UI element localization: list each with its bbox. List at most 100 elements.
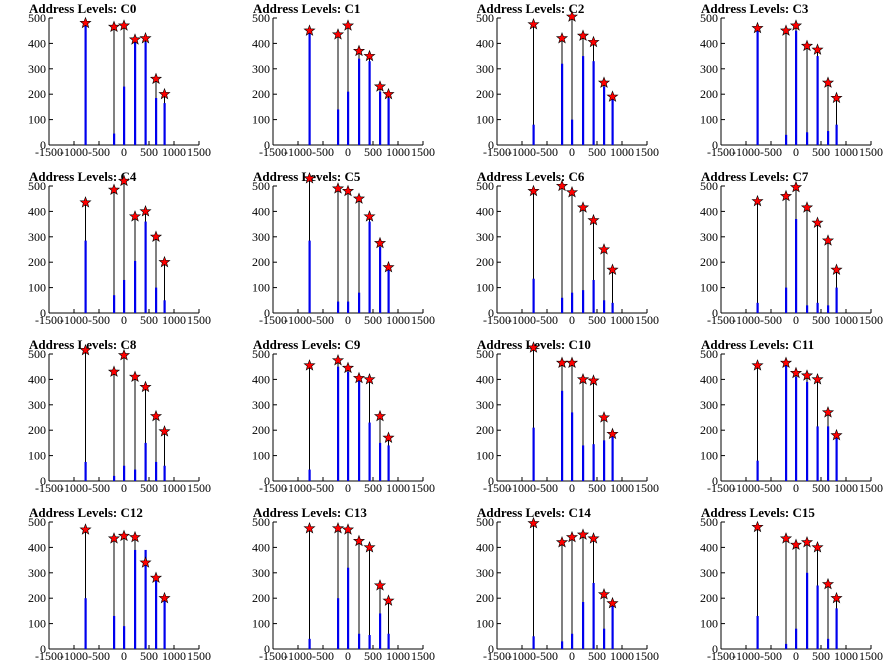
x-tick-label: 1000: [610, 313, 634, 327]
y-tick-label: 500: [252, 11, 270, 25]
overlay-bar: [123, 86, 126, 145]
x-tick-label: -1500: [483, 649, 511, 663]
x-tick-label: 0: [569, 649, 575, 663]
chart-panel: Address Levels: C14 0 100 200 300 400 500 -1500…: [452, 504, 676, 672]
overlay-bar: [387, 445, 390, 481]
peak-star-marker: [149, 409, 163, 422]
y-tick-label: 200: [700, 87, 718, 101]
peak-star-marker: [800, 369, 814, 381]
overlay-bar: [835, 124, 838, 145]
x-tick-label: -1500: [483, 145, 511, 159]
overlay-bar: [571, 633, 574, 649]
x-tick-label: 1500: [187, 145, 211, 159]
y-tick-label: 500: [700, 515, 718, 529]
x-tick-label: 0: [793, 481, 799, 495]
overlay-bar: [358, 292, 361, 313]
x-tick-label: 0: [121, 313, 127, 327]
x-tick-label: -500: [312, 145, 334, 159]
y-tick-label: 0: [712, 642, 718, 656]
x-tick-label: 500: [588, 313, 606, 327]
overlay-bar: [379, 246, 382, 313]
x-tick-label: 0: [345, 481, 351, 495]
y-tick-label: 300: [700, 230, 718, 244]
x-tick-label: 1000: [386, 649, 410, 663]
peak-star-marker: [576, 201, 590, 213]
peak-star-marker: [597, 588, 611, 600]
overlay-bar: [592, 61, 595, 145]
overlay-bar: [785, 643, 788, 649]
peak-star-marker: [779, 24, 793, 36]
x-tick-label: -1000: [284, 145, 312, 159]
overlay-bar: [155, 98, 158, 145]
chart-title: Address Levels: C8: [29, 337, 137, 352]
overlay-bar: [337, 109, 340, 145]
y-tick-label: 0: [488, 138, 494, 152]
overlay-bar: [795, 30, 798, 146]
y-tick-label: 100: [700, 113, 718, 127]
overlay-bar: [337, 301, 340, 313]
overlay-bar: [123, 465, 126, 481]
overlay-bar: [123, 279, 126, 313]
peak-star-marker: [303, 24, 316, 36]
overlay-bar: [123, 626, 126, 649]
peak-star-marker: [373, 409, 387, 422]
x-tick-label: 0: [793, 649, 799, 663]
peak-star-marker: [303, 172, 316, 184]
peak-star-marker: [363, 210, 376, 222]
y-tick-label: 200: [476, 591, 494, 605]
y-tick-label: 400: [700, 540, 718, 554]
overlay-bar: [144, 221, 147, 313]
x-tick-label: 500: [364, 313, 382, 327]
y-tick-label: 400: [700, 372, 718, 386]
overlay-bar: [756, 460, 759, 481]
overlay-bar: [113, 475, 116, 481]
y-tick-label: 500: [252, 179, 270, 193]
peak-star-marker: [363, 541, 376, 553]
peak-star-marker: [139, 205, 152, 217]
x-tick-label: 1000: [834, 649, 858, 663]
y-tick-label: 400: [476, 540, 494, 554]
y-tick-label: 300: [252, 230, 270, 244]
chart-title: Address Levels: C9: [253, 337, 361, 352]
chart-svg: Address Levels: C70100200300400500-1500-…: [700, 169, 883, 327]
peak-star-marker: [789, 366, 803, 379]
chart-title: Address Levels: C2: [477, 1, 584, 16]
overlay-bar: [827, 305, 830, 313]
chart-svg: Address Levels: C00100200300400500-1500-…: [28, 1, 211, 159]
overlay-bar: [582, 56, 585, 145]
y-tick-label: 500: [476, 11, 494, 25]
y-tick-label: 100: [252, 617, 270, 631]
peak-star-marker: [149, 571, 163, 584]
y-tick-label: 400: [476, 204, 494, 218]
x-tick-label: -500: [760, 145, 782, 159]
overlay-bar: [582, 445, 585, 481]
chart-panel: Address Levels: C9 0 100 200 300 400 500 -1500-…: [228, 336, 452, 504]
y-tick-label: 100: [28, 113, 46, 127]
x-tick-label: -1500: [35, 481, 63, 495]
chart-panel: Address Levels: C7 0 100 200 300 400 500 -1500-…: [676, 168, 896, 336]
y-tick-label: 200: [476, 255, 494, 269]
x-tick-label: 1500: [859, 649, 883, 663]
peak-star-marker: [117, 529, 131, 542]
x-tick-label: -1000: [60, 145, 88, 159]
chart-title: Address Levels: C6: [477, 169, 585, 184]
y-tick-label: 400: [700, 204, 718, 218]
x-tick-label: 500: [140, 649, 158, 663]
x-tick-label: 1000: [386, 145, 410, 159]
overlay-bar: [337, 366, 340, 481]
peak-star-marker: [821, 577, 835, 590]
peak-star-marker: [587, 532, 600, 544]
chart-panel: Address Levels: C10 0 100 200 300 400 500 -1500…: [452, 336, 676, 504]
peak-star-marker: [128, 33, 142, 45]
peak-star-marker: [811, 373, 824, 385]
x-tick-label: 1000: [610, 145, 634, 159]
overlay-bar: [827, 638, 830, 649]
overlay-bar: [571, 292, 574, 313]
peak-star-marker: [341, 523, 355, 535]
overlay-bar: [806, 305, 809, 313]
peak-star-marker: [373, 80, 387, 92]
overlay-bar: [816, 302, 819, 313]
peak-star-marker: [117, 348, 131, 361]
overlay-bar: [163, 600, 166, 649]
x-tick-label: 1000: [386, 313, 410, 327]
